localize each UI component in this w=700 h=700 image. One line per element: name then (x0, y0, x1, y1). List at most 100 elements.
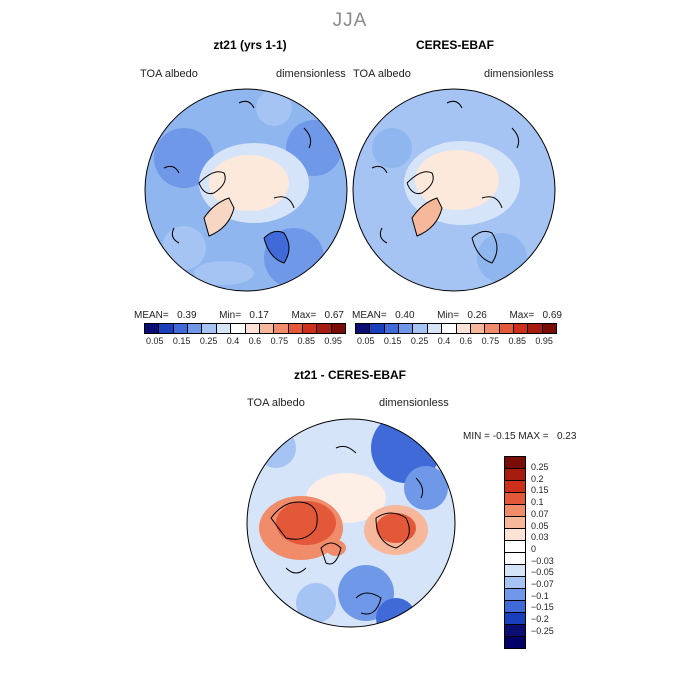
colorbar-tick-label: 0.85 (508, 336, 527, 346)
colorbar-swatch (505, 613, 525, 625)
colorbar-swatch (159, 324, 174, 333)
colorbar-tick-label: −0.1 (531, 590, 549, 601)
colorbar-swatch (485, 324, 500, 333)
colorbar-tick-label: 0.6 (459, 336, 473, 346)
diff-max: 0.23 (556, 431, 577, 442)
panel-1-min-label: Min= (219, 310, 242, 321)
colorbar-swatch (505, 493, 525, 505)
colorbar-swatch (505, 577, 525, 589)
colorbar-tick-label: 0.05 (146, 336, 164, 346)
colorbar-tick-label: 0.25 (531, 462, 549, 472)
panel-1-title: zt21 (yrs 1-1) (213, 38, 287, 52)
panel-2-title: CERES-EBAF (415, 38, 494, 52)
panel-2-min-label: Min= (437, 310, 460, 321)
colorbar-swatch (384, 324, 400, 333)
panel-1-mean-label: MEAN= (134, 310, 169, 321)
colorbar-swatch (505, 601, 525, 613)
diff-max-label: MAX = (518, 431, 549, 442)
colorbar-swatch (505, 505, 525, 517)
colorbar-tick-label: −0.05 (531, 567, 554, 578)
colorbar-swatch (505, 541, 525, 553)
diff-units: dimensionless (379, 397, 449, 409)
colorbar-swatch (528, 324, 543, 333)
diff-title: zt21 - CERES-EBAF (293, 368, 406, 382)
colorbar-swatch (274, 324, 289, 333)
diff-min: -0.15 (492, 431, 516, 442)
diff-min-max: MIN = -0.15 MAX = 0.23 (463, 431, 576, 442)
colorbar-swatch (216, 324, 232, 333)
panel-2-max: 0.69 (542, 310, 562, 321)
colorbar-swatch (427, 324, 443, 333)
colorbar-tick-label: 0.15 (531, 485, 549, 496)
panel-1-max-label: Max= (291, 310, 317, 321)
panel-2-units: dimensionless (484, 68, 554, 80)
colorbar-tick-label: 0.6 (248, 336, 262, 346)
colorbar-swatch (505, 457, 525, 469)
colorbar-swatch (331, 324, 346, 333)
colorbar-swatch (456, 324, 471, 333)
panel-2-max-label: Max= (509, 310, 535, 321)
colorbar-swatch (513, 324, 529, 333)
colorbar-swatch (442, 324, 457, 333)
diff-colorbar (504, 456, 526, 649)
colorbar-swatch (302, 324, 318, 333)
colorbar-tick-label: 0.07 (531, 508, 549, 519)
colorbar-tick-label: 0.03 (531, 532, 549, 543)
colorbar-swatch (259, 324, 275, 333)
colorbar-tick-label: 0.2 (531, 473, 544, 484)
colorbar-swatch (505, 469, 525, 481)
colorbar-tick-label: 0 (531, 543, 537, 554)
panel-2-min: 0.26 (467, 310, 487, 321)
colorbar-swatch (399, 324, 414, 333)
colorbar-swatch (413, 324, 428, 333)
panel-1-max: 0.67 (324, 310, 344, 321)
colorbar-tick-label: −0.15 (531, 602, 554, 613)
colorbar-tick-label: 0.75 (270, 336, 289, 346)
colorbar-swatch (470, 324, 486, 333)
panel-1-colorbar-ticks: 0.05 0.15 0.25 0.4 0.6 0.75 0.85 0.95 (146, 336, 342, 346)
panel-1-polar-map (144, 88, 348, 292)
colorbar-swatch (356, 324, 371, 333)
colorbar-swatch (505, 553, 525, 565)
colorbar-swatch (505, 517, 525, 529)
panel-1-variable: TOA albedo (140, 68, 198, 80)
colorbar-tick-label: −0.03 (531, 555, 554, 566)
colorbar-swatch (505, 565, 525, 577)
colorbar-swatch (317, 324, 332, 333)
colorbar-swatch (173, 324, 189, 333)
colorbar-swatch (542, 324, 557, 333)
colorbar-tick-label: −0.07 (531, 579, 554, 589)
diff-polar-map (246, 418, 456, 628)
colorbar-tick-label: 0.05 (357, 336, 375, 346)
colorbar-tick-label: 0.1 (531, 497, 544, 508)
colorbar-tick-label: 0.95 (535, 336, 553, 346)
colorbar-swatch (505, 625, 525, 637)
diff-min-label: MIN = (463, 431, 490, 442)
colorbar-swatch (231, 324, 246, 333)
panel-1-mean: 0.39 (177, 310, 197, 321)
colorbar-swatch (505, 481, 525, 493)
season-title: JJA (332, 10, 368, 31)
panel-1-colorbar (144, 323, 346, 334)
panel-2-colorbar-ticks: 0.05 0.15 0.25 0.4 0.6 0.75 0.85 0.95 (357, 336, 553, 346)
colorbar-swatch (505, 637, 525, 648)
colorbar-tick-label: 0.25 (199, 336, 218, 346)
panel-2-stats: MEAN= 0.40 Min= 0.26 Max= 0.69 (352, 310, 562, 321)
colorbar-tick-label: 0.05 (531, 520, 549, 531)
colorbar-tick-label: 0.95 (324, 336, 342, 346)
colorbar-swatch (245, 324, 260, 333)
panel-2-mean-label: MEAN= (352, 310, 387, 321)
colorbar-tick-label: 0.15 (383, 336, 402, 346)
colorbar-swatch (499, 324, 514, 333)
colorbar-tick-label: 0.75 (481, 336, 500, 346)
colorbar-swatch (505, 529, 525, 541)
colorbar-swatch (188, 324, 203, 333)
diff-variable: TOA albedo (247, 397, 305, 409)
panel-2-colorbar (355, 323, 557, 334)
colorbar-tick-label: 0.15 (172, 336, 191, 346)
panel-2-variable: TOA albedo (353, 68, 411, 80)
panel-1-min: 0.17 (249, 310, 269, 321)
panel-2-mean: 0.40 (395, 310, 415, 321)
colorbar-swatch (505, 589, 525, 601)
colorbar-tick-label: −0.2 (531, 614, 549, 625)
